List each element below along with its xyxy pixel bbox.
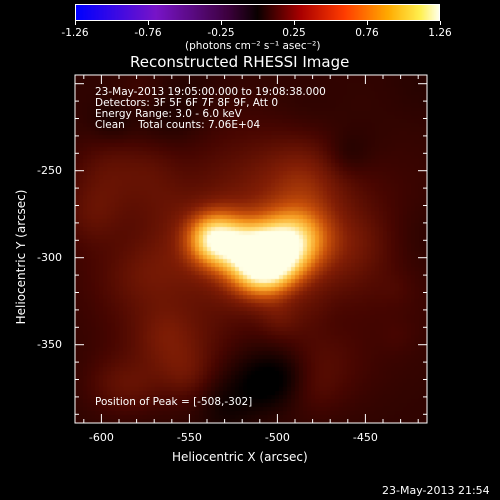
info-line-clean: Clean Total counts: 7.06E+04 xyxy=(95,119,261,131)
colorbar-tick-label: -0.76 xyxy=(134,27,162,39)
info-line-detectors: Detectors: 3F 5F 6F 7F 8F 9F, Att 0 xyxy=(95,97,279,109)
colorbar-tick-label: 0.25 xyxy=(282,27,306,39)
x-tick-label: -550 xyxy=(176,431,202,444)
colorbar-units: (photons cm⁻² s⁻¹ asec⁻²) xyxy=(185,40,321,52)
x-tick-label: -450 xyxy=(352,431,378,444)
x-tick-label: -600 xyxy=(88,431,114,444)
colorbar-tick-mark xyxy=(366,21,368,25)
colorbar-tick-mark xyxy=(439,21,441,25)
colorbar-tick-mark xyxy=(220,21,222,25)
y-tick-label: -350 xyxy=(37,337,62,351)
info-line-time: 23-May-2013 19:05:00.000 to 19:08:38.000 xyxy=(95,86,326,98)
x-axis-title: Heliocentric X (arcsec) xyxy=(172,450,308,464)
y-tick-label: -250 xyxy=(37,163,62,177)
footer-timestamp: 23-May-2013 21:54 xyxy=(382,484,490,497)
image-title: Reconstructed RHESSI Image xyxy=(130,53,350,71)
colorbar-tick-mark xyxy=(147,21,149,25)
colorbar-tick-label: -1.26 xyxy=(61,27,89,39)
colorbar-tick-label: 0.76 xyxy=(355,27,379,39)
colorbar xyxy=(75,4,440,21)
colorbar-tick-mark xyxy=(293,21,295,25)
y-tick-label: -300 xyxy=(37,250,62,264)
peak-position-text: Position of Peak = [-508,-302] xyxy=(95,396,253,408)
info-line-energy: Energy Range: 3.0 - 6.0 keV xyxy=(95,108,242,120)
colorbar-tick-label: 1.26 xyxy=(428,27,452,39)
x-tick-label: -500 xyxy=(264,431,290,444)
colorbar-tick-label: -0.25 xyxy=(207,27,235,39)
y-axis-title: Heliocentric Y (arcsec) xyxy=(14,189,28,325)
colorbar-tick-mark xyxy=(74,21,76,25)
